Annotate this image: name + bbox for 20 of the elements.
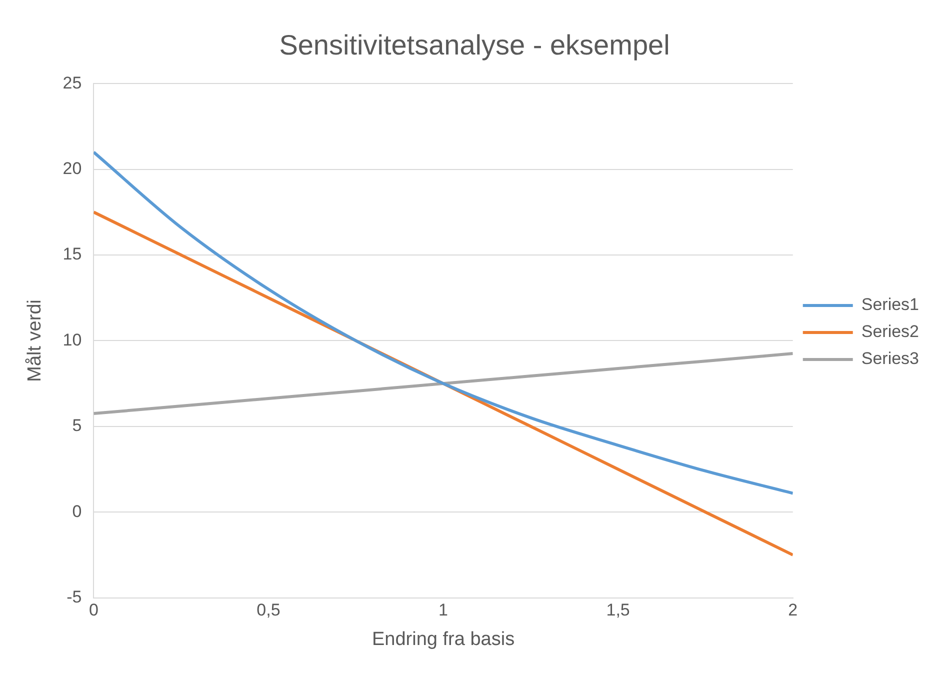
- y-tick-label: 20: [62, 158, 82, 178]
- legend-label: Series3: [861, 349, 919, 368]
- x-tick-label: 2: [788, 600, 798, 620]
- y-tick-label: -5: [66, 587, 82, 606]
- legend-label: Series1: [861, 295, 919, 314]
- x-tick-label: 1: [438, 600, 448, 620]
- y-tick-label: 5: [72, 416, 82, 436]
- y-tick-label: 0: [72, 502, 82, 521]
- x-tick-label: 0: [88, 600, 98, 620]
- x-tick-label: 1,5: [606, 600, 630, 620]
- chart-title: Sensitivitetsanalyse - eksempel: [279, 30, 670, 61]
- line-series: [94, 150, 793, 495]
- y-tick-label: 10: [62, 330, 82, 350]
- y-tick-label: 15: [62, 244, 82, 264]
- x-axis-title: Endring fra basis: [372, 628, 515, 650]
- y-axis-title: Målt verdi: [24, 300, 46, 382]
- legend-label: Series2: [861, 322, 919, 342]
- line-series: [94, 352, 793, 416]
- y-tick-label: 25: [62, 73, 82, 92]
- x-tick-label: 0,5: [256, 600, 280, 620]
